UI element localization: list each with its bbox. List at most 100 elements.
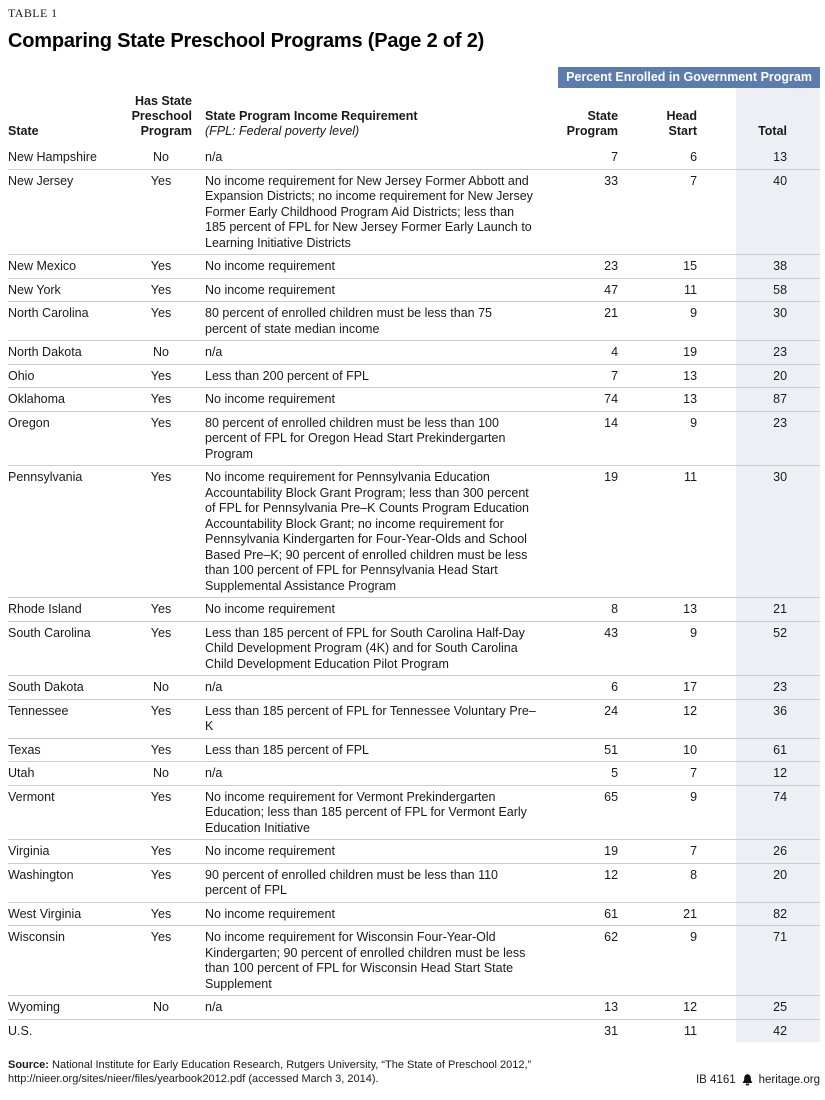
column-header-line: State	[587, 109, 619, 123]
total-pct-cell: 12	[736, 761, 821, 786]
state-cell: U.S.	[8, 1023, 33, 1038]
has-program-cell	[130, 1019, 198, 1042]
table-row: Tennessee Yes Less than 185 percent of F…	[8, 699, 821, 739]
has-program-cell: Yes	[130, 169, 198, 255]
state-program-pct-cell: 19	[558, 839, 644, 864]
table-row: New Jersey Yes No income requirement for…	[8, 169, 821, 255]
state-program-pct-cell: 13	[558, 995, 644, 1020]
column-header-line: Has State	[135, 94, 192, 108]
state-cell: New Mexico	[8, 254, 130, 279]
table-row: U.S. 31 11 42	[8, 1019, 821, 1042]
column-header-has-program: Has State Preschool Program	[130, 88, 198, 146]
has-program-cell: No	[130, 761, 198, 786]
has-program-cell: No	[130, 675, 198, 700]
total-pct-cell: 40	[736, 169, 821, 255]
total-pct-cell: 36	[736, 699, 821, 739]
state-cell: West Virginia	[8, 902, 130, 926]
total-pct-cell: 23	[736, 340, 821, 365]
state-program-pct-cell: 23	[558, 254, 644, 279]
state-program-pct-cell: 51	[558, 738, 644, 762]
total-pct-cell: 74	[736, 785, 821, 840]
total-pct-cell: 13	[736, 146, 821, 170]
head-start-pct-cell: 6	[643, 146, 737, 170]
state-cell: South Dakota	[8, 675, 130, 700]
table-row: New York Yes No income requirement 47 11…	[8, 278, 821, 302]
state-cell: Texas	[8, 738, 130, 762]
income-requirement-cell: No income requirement	[198, 254, 559, 279]
site-link: heritage.org	[758, 1073, 820, 1086]
has-program-cell: No	[130, 995, 198, 1020]
head-start-pct-cell: 9	[643, 301, 737, 341]
head-start-pct-cell: 13	[643, 364, 737, 388]
source-text: National Institute for Early Education R…	[52, 1059, 532, 1071]
table-row: Rhode Island Yes No income requirement 8…	[8, 597, 821, 622]
page-footer: Source: National Institute for Early Edu…	[8, 1058, 820, 1086]
has-program-cell: Yes	[130, 254, 198, 279]
state-cell: New Jersey	[8, 169, 130, 255]
head-start-pct-cell: 10	[643, 738, 737, 762]
state-cell: South Carolina	[8, 621, 130, 676]
income-requirement-cell: No income requirement for Vermont Prekin…	[198, 785, 559, 840]
state-program-pct-cell: 8	[558, 597, 644, 622]
has-program-cell: Yes	[130, 863, 198, 903]
state-program-pct-cell: 21	[558, 301, 644, 341]
column-header-head-start: Head Start	[666, 109, 698, 138]
income-requirement-cell: No income requirement	[198, 597, 559, 622]
state-program-pct-cell: 65	[558, 785, 644, 840]
head-start-pct-cell: 11	[684, 1023, 698, 1038]
total-pct-cell: 61	[736, 738, 821, 762]
table-row: North Carolina Yes 80 percent of enrolle…	[8, 301, 821, 341]
total-pct-cell: 42	[736, 1019, 821, 1042]
state-cell: North Dakota	[8, 340, 130, 365]
table-row: Pennsylvania Yes No income requirement f…	[8, 465, 821, 598]
head-start-pct-cell: 9	[643, 411, 737, 466]
total-pct-cell: 38	[736, 254, 821, 279]
income-requirement-cell: 80 percent of enrolled children must be …	[198, 411, 559, 466]
head-start-pct-cell: 17	[643, 675, 737, 700]
column-header-subtitle: (FPL: Federal poverty level)	[205, 124, 360, 138]
head-start-pct-cell: 21	[643, 902, 737, 926]
head-start-pct-cell: 13	[643, 597, 737, 622]
table-row: Washington Yes 90 percent of enrolled ch…	[8, 863, 821, 903]
state-program-pct-cell: 74	[558, 387, 644, 412]
income-requirement-cell: Less than 200 percent of FPL	[198, 364, 559, 388]
head-start-pct-cell: 12	[643, 699, 737, 739]
table-row: New Hampshire No n/a 7 6 13	[8, 146, 821, 170]
column-header-income-requirement: State Program Income Requirement (FPL: F…	[198, 88, 558, 146]
head-start-pct-cell: 9	[643, 925, 737, 996]
has-program-cell: Yes	[130, 597, 198, 622]
has-program-cell: Yes	[130, 785, 198, 840]
column-header-line: Program	[566, 124, 619, 138]
income-requirement-cell: n/a	[198, 146, 559, 170]
source-note: Source: National Institute for Early Edu…	[8, 1058, 531, 1086]
state-cell: North Carolina	[8, 301, 130, 341]
column-header-line: Program	[140, 124, 192, 138]
column-header-row: State Has State Preschool Program State …	[8, 88, 821, 146]
state-program-pct-cell: 31	[604, 1023, 619, 1038]
head-start-pct-cell: 11	[643, 278, 737, 302]
total-pct-cell: 30	[736, 465, 821, 598]
head-start-pct-cell: 12	[643, 995, 737, 1020]
income-requirement-cell: n/a	[198, 340, 559, 365]
state-cell: Washington	[8, 863, 130, 903]
total-pct-cell: 21	[736, 597, 821, 622]
state-program-pct-cell: 6	[558, 675, 644, 700]
table-row: Utah No n/a 5 7 12	[8, 761, 821, 786]
state-cell: Pennsylvania	[8, 465, 130, 598]
table-row: Oklahoma Yes No income requirement 74 13…	[8, 387, 821, 412]
band-row: Percent Enrolled in Government Program	[8, 67, 821, 88]
table-row: Texas Yes Less than 185 percent of FPL 5…	[8, 738, 821, 762]
has-program-cell: Yes	[130, 839, 198, 864]
has-program-cell: Yes	[130, 699, 198, 739]
total-pct-cell: 87	[736, 387, 821, 412]
state-program-pct-cell: 43	[558, 621, 644, 676]
table-row: New Mexico Yes No income requirement 23 …	[8, 254, 821, 279]
state-program-pct-cell: 4	[558, 340, 644, 365]
table-row: Ohio Yes Less than 200 percent of FPL 7 …	[8, 364, 821, 388]
state-cell: Virginia	[8, 839, 130, 864]
column-header-line: State Program Income Requirement	[205, 109, 418, 123]
total-pct-cell: 25	[736, 995, 821, 1020]
total-pct-cell: 30	[736, 301, 821, 341]
total-pct-cell: 23	[736, 411, 821, 466]
income-requirement-cell: n/a	[198, 995, 559, 1020]
